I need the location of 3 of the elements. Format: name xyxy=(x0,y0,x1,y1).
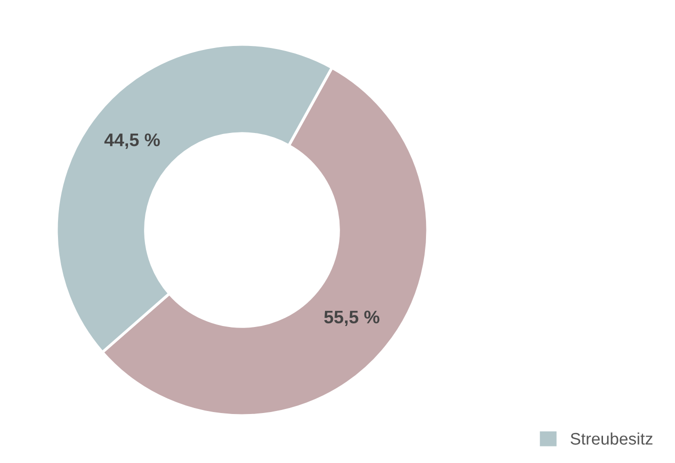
data-label: 44,5 % xyxy=(104,134,160,149)
data-label: 55,5 % xyxy=(324,310,380,326)
legend-label: Streubesitz xyxy=(570,432,652,445)
